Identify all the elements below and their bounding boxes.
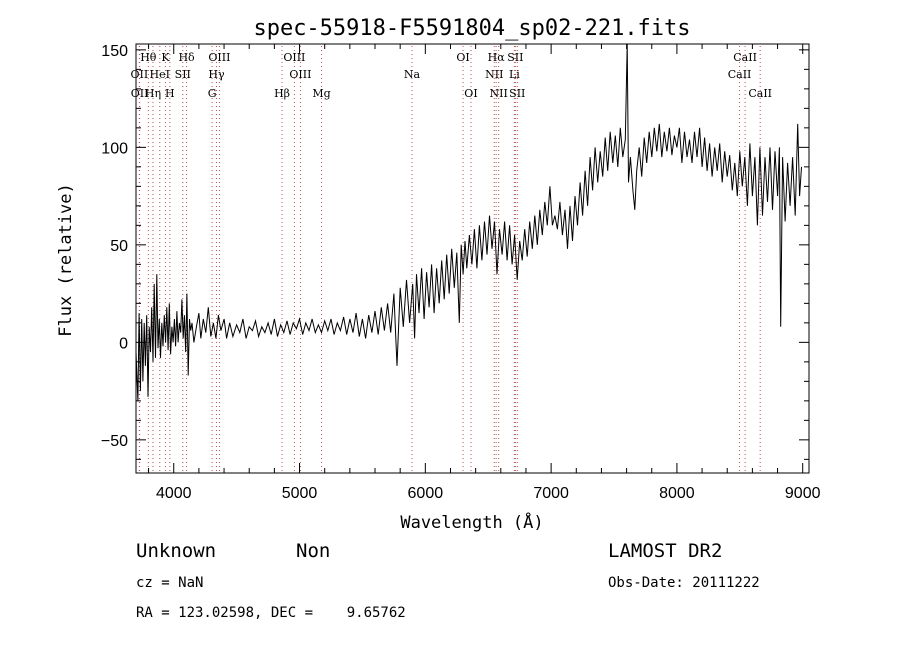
x-tick-label: 8000 xyxy=(659,485,695,502)
spectral-line-label: CaII xyxy=(748,87,772,100)
spectral-line-label: OIII xyxy=(208,51,230,64)
spectral-line-label: Hγ xyxy=(208,68,225,81)
spectral-line-label: NII xyxy=(485,68,503,81)
y-axis-ticks: −50 0 50 100 150 xyxy=(101,43,809,460)
spectral-line-label: OIII xyxy=(289,68,311,81)
chart-title: spec-55918-F5591804_sp02-221.fits xyxy=(253,16,690,41)
cz-value: cz = NaN xyxy=(136,575,204,591)
spectral-line-label: Na xyxy=(404,68,421,81)
x-tick-label: 4000 xyxy=(156,485,192,502)
spectral-line-label: Mg xyxy=(312,87,330,100)
x-tick-label: 9000 xyxy=(785,485,821,502)
class-label: Unknown xyxy=(136,540,217,562)
spectral-line-label: Li xyxy=(509,68,520,81)
spectral-line-label: OI xyxy=(464,87,477,100)
spectral-line-label: OII xyxy=(131,68,149,81)
y-axis-label: Flux (relative) xyxy=(56,183,76,337)
obs-date: Obs-Date: 20111222 xyxy=(608,575,760,591)
plot-frame xyxy=(135,43,810,474)
spectral-line-label: K xyxy=(161,51,170,64)
y-tick-label: −50 xyxy=(101,433,128,450)
x-tick-label: 6000 xyxy=(408,485,444,502)
subclass-label: Non xyxy=(296,540,331,562)
y-tick-label: 0 xyxy=(119,335,128,352)
y-tick-label: 50 xyxy=(110,238,128,255)
x-axis-label: Wavelength (Å) xyxy=(400,511,543,533)
x-axis-ticks: 4000 5000 6000 7000 8000 9000 xyxy=(148,44,821,502)
spectral-line-label: SII xyxy=(509,87,525,100)
spectrum-series-layer xyxy=(135,43,802,401)
coordinates: RA = 123.02598, DEC = 9.65762 xyxy=(136,605,406,621)
x-tick-label: 7000 xyxy=(533,485,569,502)
spectrum-series-line xyxy=(135,43,802,401)
spectral-line-label: SII xyxy=(507,51,523,64)
spectral-line-label: NII xyxy=(490,87,508,100)
spectral-line-label: Hα xyxy=(488,51,506,64)
spectral-line-markers xyxy=(138,46,761,471)
y-tick-label: 100 xyxy=(101,140,128,157)
spectral-line-label: H xyxy=(165,87,175,100)
spectral-line-label: CaII xyxy=(733,51,757,64)
spectral-line-label: Hθ xyxy=(140,51,157,64)
spectral-line-label: OIII xyxy=(283,51,305,64)
spectral-line-label: Hη xyxy=(145,87,161,100)
y-tick-label: 150 xyxy=(101,43,128,60)
spectral-line-label: CaII xyxy=(728,68,752,81)
spectral-line-label: HeI xyxy=(150,68,170,81)
spectral-line-label: Hβ xyxy=(274,87,290,100)
spectral-line-label: G xyxy=(208,87,217,100)
spectral-line-label: OI xyxy=(456,51,469,64)
spectral-line-label: OII xyxy=(131,87,149,100)
spectral-line-label: SII xyxy=(175,68,191,81)
x-tick-label: 5000 xyxy=(282,485,318,502)
spectral-line-label: Hδ xyxy=(178,51,195,64)
survey-label: LAMOST DR2 xyxy=(608,540,723,562)
